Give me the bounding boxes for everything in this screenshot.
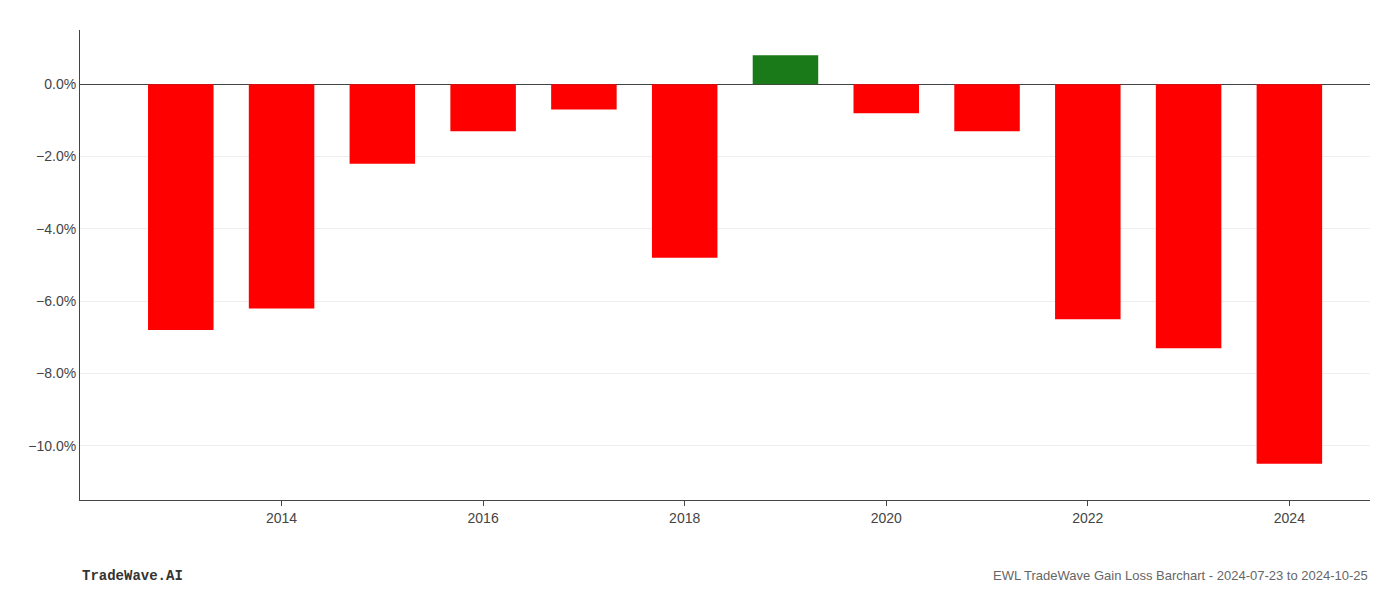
- svg-text:2024: 2024: [1274, 510, 1305, 526]
- svg-text:0.0%: 0.0%: [44, 76, 76, 92]
- svg-text:TradeWave.AI: TradeWave.AI: [82, 568, 183, 584]
- svg-text:−8.0%: −8.0%: [36, 365, 76, 381]
- svg-text:2014: 2014: [266, 510, 297, 526]
- svg-text:−4.0%: −4.0%: [36, 221, 76, 237]
- svg-text:−2.0%: −2.0%: [36, 148, 76, 164]
- svg-text:2018: 2018: [669, 510, 700, 526]
- svg-text:−10.0%: −10.0%: [28, 438, 76, 454]
- svg-text:2022: 2022: [1072, 510, 1103, 526]
- svg-text:2020: 2020: [871, 510, 902, 526]
- svg-text:EWL TradeWave Gain Loss Barcha: EWL TradeWave Gain Loss Barchart - 2024-…: [993, 568, 1368, 583]
- svg-text:−6.0%: −6.0%: [36, 293, 76, 309]
- svg-text:2016: 2016: [468, 510, 499, 526]
